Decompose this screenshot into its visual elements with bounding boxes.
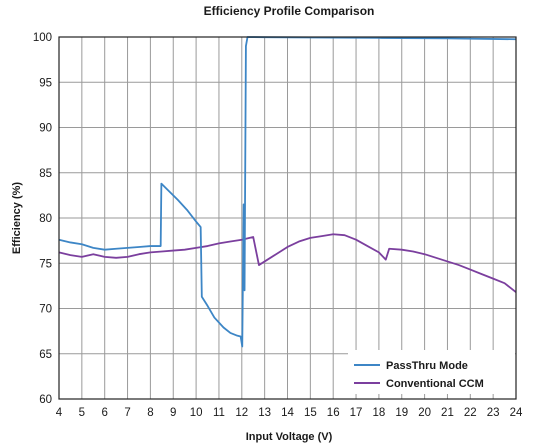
y-tick-labels: 60 65 70 75 80 85 90 95 100 [33, 32, 52, 406]
x-tick-label: 16 [327, 407, 340, 419]
x-tick-label: 4 [56, 407, 63, 419]
y-tick-label: 90 [39, 123, 52, 135]
x-tick-label: 13 [258, 407, 271, 419]
x-tick-label: 20 [418, 407, 431, 419]
series-line-conventional-ccm [58, 233, 517, 293]
x-tick-label: 18 [373, 407, 386, 419]
y-tick-label: 80 [39, 213, 52, 225]
x-tick-label: 8 [147, 407, 153, 419]
grid-lines [58, 36, 517, 400]
x-tick-labels: 4 5 6 7 8 9 10 11 12 13 14 15 16 17 18 19 20 21 22 23 24 [56, 407, 523, 419]
legend-box [348, 350, 515, 394]
y-tick-label: 75 [39, 258, 52, 270]
x-tick-label: 23 [487, 407, 500, 419]
x-tick-label: 19 [395, 407, 408, 419]
x-tick-label: 15 [304, 407, 317, 419]
x-tick-label: 17 [350, 407, 363, 419]
y-tick-label: 100 [33, 32, 52, 44]
legend-label-ccm: Conventional CCM [386, 378, 484, 390]
y-axis-label: Efficiency (%) [11, 182, 23, 254]
plot-frame [58, 36, 517, 400]
series-lines [58, 36, 517, 348]
x-tick-label: 12 [235, 407, 248, 419]
y-tick-label: 70 [39, 304, 52, 316]
x-axis-label: Input Voltage (V) [246, 431, 333, 443]
legend-label-passthru: PassThru Mode [386, 360, 468, 372]
y-tick-label: 60 [39, 394, 52, 406]
x-tick-label: 6 [101, 407, 107, 419]
x-tick-label: 24 [510, 407, 523, 419]
x-tick-label: 14 [281, 407, 294, 419]
x-tick-label: 22 [464, 407, 477, 419]
legend: PassThru Mode Conventional CCM [348, 350, 515, 394]
y-tick-label: 85 [39, 168, 52, 180]
x-tick-label: 9 [170, 407, 176, 419]
x-tick-label: 5 [79, 407, 85, 419]
y-tick-label: 95 [39, 77, 52, 89]
x-tick-label: 21 [441, 407, 454, 419]
chart-title: Efficiency Profile Comparison [204, 4, 375, 18]
x-tick-label: 11 [213, 407, 225, 419]
x-tick-label: 7 [124, 407, 130, 419]
series-line-passthru-mode [58, 36, 517, 348]
y-tick-label: 65 [39, 349, 52, 361]
x-tick-label: 10 [190, 407, 203, 419]
